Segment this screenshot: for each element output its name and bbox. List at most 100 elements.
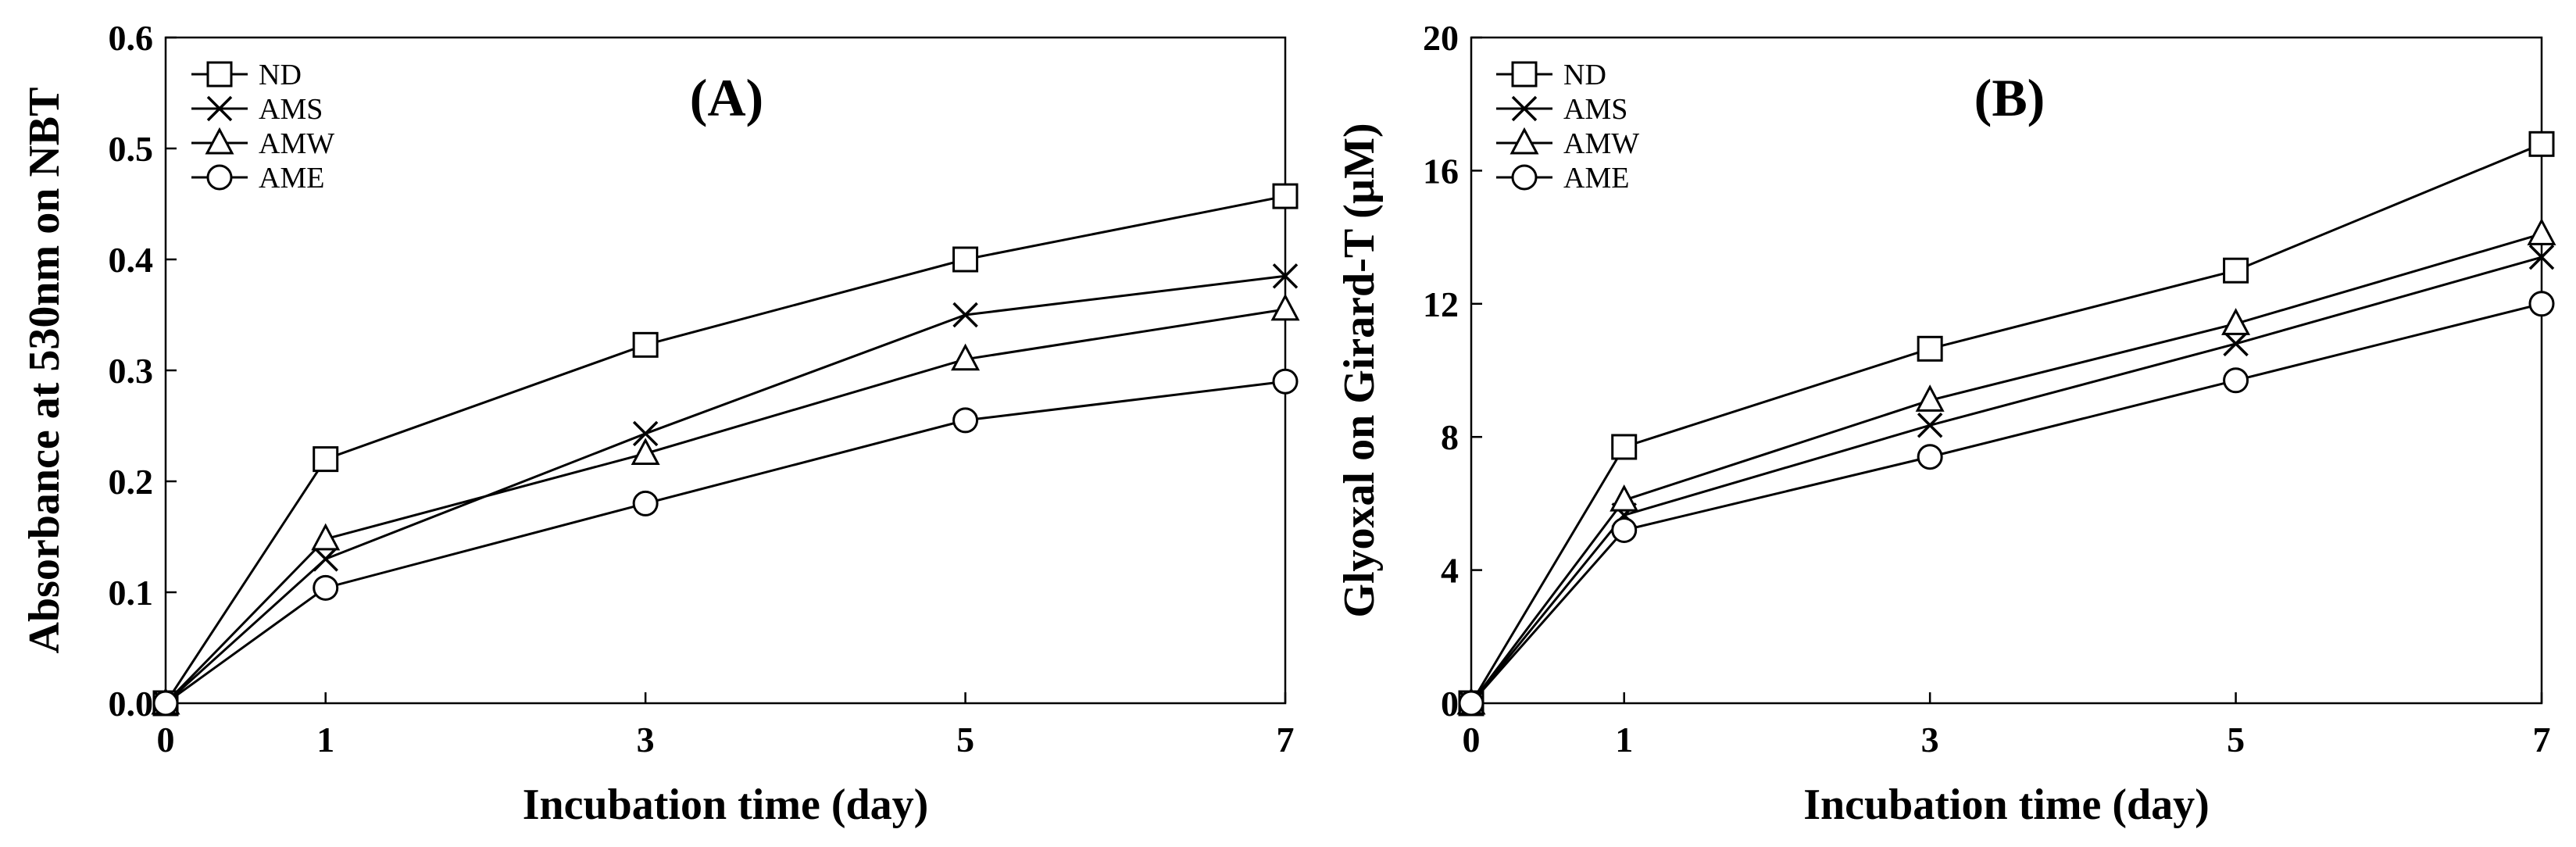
data-point-nd bbox=[952, 246, 979, 273]
data-point-ams bbox=[1272, 263, 1299, 289]
legend-marker bbox=[1511, 95, 1538, 122]
series-line-ams bbox=[164, 274, 1286, 705]
data-point-ame bbox=[632, 490, 659, 516]
series-nd bbox=[1458, 130, 2555, 717]
series-ams bbox=[152, 263, 1299, 717]
panel-title: (A) bbox=[690, 68, 763, 127]
legend-label: AME bbox=[1563, 162, 1629, 195]
series-line-nd bbox=[1470, 142, 2542, 704]
y-tick-label: 0.6 bbox=[109, 18, 154, 58]
data-point-ame bbox=[952, 407, 979, 434]
x-tick-label: 3 bbox=[637, 720, 655, 759]
legend-marker bbox=[1511, 61, 1538, 88]
legend-label: ND bbox=[259, 59, 302, 91]
data-point-nd bbox=[1917, 335, 1943, 362]
data-point-ame bbox=[1272, 368, 1299, 395]
data-point-ams bbox=[2528, 244, 2555, 270]
y-tick-label: 8 bbox=[1441, 417, 1459, 457]
y-tick-label: 0.4 bbox=[109, 240, 154, 280]
series-line-amw bbox=[1470, 232, 2542, 704]
data-point-ame bbox=[1917, 444, 1943, 470]
series-ame bbox=[1458, 291, 2555, 717]
series-ams bbox=[1458, 244, 2555, 717]
data-point-ame bbox=[2528, 291, 2555, 317]
legend-label: AMW bbox=[259, 127, 334, 160]
y-tick-label: 4 bbox=[1441, 551, 1459, 591]
data-point-ams bbox=[632, 420, 659, 447]
x-tick-label: 1 bbox=[316, 720, 334, 759]
data-point-ams bbox=[313, 546, 338, 572]
data-point-nd bbox=[1611, 434, 1638, 460]
data-point-amw bbox=[1610, 484, 1639, 512]
x-tick-label: 5 bbox=[956, 720, 974, 759]
plot-frame bbox=[1470, 36, 2543, 705]
y-tick-label: 0.1 bbox=[109, 573, 154, 613]
legend-marker bbox=[206, 95, 233, 122]
data-point-ams bbox=[2223, 331, 2249, 357]
series-nd bbox=[152, 183, 1299, 717]
data-point-ame bbox=[152, 690, 179, 717]
series-line-ams bbox=[1470, 256, 2542, 704]
x-tick-label: 5 bbox=[2227, 720, 2245, 759]
legend-marker bbox=[205, 127, 234, 155]
legend-item-nd: ND bbox=[191, 59, 302, 91]
y-tick-label: 0.2 bbox=[109, 462, 154, 502]
x-axis-title: Incubation time (day) bbox=[1803, 781, 2210, 829]
x-tick-label: 1 bbox=[1615, 720, 1633, 759]
x-tick-label: 0 bbox=[157, 720, 175, 759]
legend-marker bbox=[1510, 127, 1539, 155]
legend-item-amw: AMW bbox=[1496, 127, 1639, 160]
data-point-amw bbox=[631, 438, 660, 465]
data-point-nd bbox=[313, 446, 339, 473]
y-tick-label: 0 bbox=[1441, 684, 1459, 724]
series-line-amw bbox=[164, 308, 1286, 705]
x-tick-label: 7 bbox=[2533, 720, 2551, 759]
chart-panel-b: 0 4 8 12 16 20 0 1 3 5 7 Incubation time (day) Glyox… bbox=[1335, 18, 2556, 829]
panel-title: (B) bbox=[1974, 68, 2045, 127]
x-tick-label: 7 bbox=[1277, 720, 1295, 759]
legend-item-ams: AMS bbox=[1496, 93, 1627, 126]
legend-item-ams: AMS bbox=[191, 93, 323, 126]
x-axis-title: Incubation time (day) bbox=[523, 781, 929, 829]
legend-marker bbox=[1511, 164, 1538, 191]
legend-item-ame: AME bbox=[1496, 162, 1629, 195]
series-ame bbox=[152, 368, 1299, 717]
data-point-amw bbox=[311, 523, 341, 551]
legend-marker bbox=[206, 61, 233, 88]
data-point-ame bbox=[1611, 516, 1638, 543]
data-point-nd bbox=[2528, 130, 2555, 157]
data-point-nd bbox=[2223, 257, 2249, 284]
series-amw bbox=[1456, 218, 2556, 715]
data-point-amw bbox=[2221, 308, 2251, 335]
legend-marker bbox=[206, 164, 233, 191]
legend-label: AMW bbox=[1563, 127, 1639, 160]
data-point-nd bbox=[1272, 183, 1299, 209]
legend-item-amw: AMW bbox=[191, 127, 334, 160]
y-axis-title: Absorbance at 530nm on NBT bbox=[20, 88, 69, 654]
legend-label: ND bbox=[1563, 59, 1606, 91]
y-tick-label: 0.3 bbox=[109, 351, 154, 391]
data-point-ame bbox=[1458, 690, 1485, 717]
legend-label: AME bbox=[259, 162, 324, 195]
data-point-ams bbox=[952, 302, 978, 328]
data-point-ame bbox=[2223, 367, 2249, 394]
chart-panel-a: 0.0 0.1 0.2 0.3 0.4 0.5 0.6 0 1 3 5 7 Incubation tim… bbox=[20, 18, 1300, 829]
y-tick-label: 0.0 bbox=[109, 684, 154, 724]
legend-label: AMS bbox=[1563, 93, 1627, 126]
x-tick-label: 3 bbox=[1921, 720, 1939, 759]
data-point-ame bbox=[313, 574, 339, 601]
x-tick-label: 0 bbox=[1463, 720, 1481, 759]
legend-item-ame: AME bbox=[191, 162, 324, 195]
y-tick-label: 20 bbox=[1423, 18, 1459, 58]
data-point-amw bbox=[1915, 384, 1945, 412]
data-point-amw bbox=[2527, 218, 2556, 245]
y-tick-label: 12 bbox=[1423, 284, 1459, 324]
data-point-amw bbox=[1270, 293, 1300, 321]
data-point-amw bbox=[951, 343, 981, 371]
y-tick-label: 16 bbox=[1423, 151, 1459, 191]
y-axis-title: Glyoxal on Girard-T (µM) bbox=[1335, 123, 1384, 617]
series-amw bbox=[151, 293, 1300, 715]
